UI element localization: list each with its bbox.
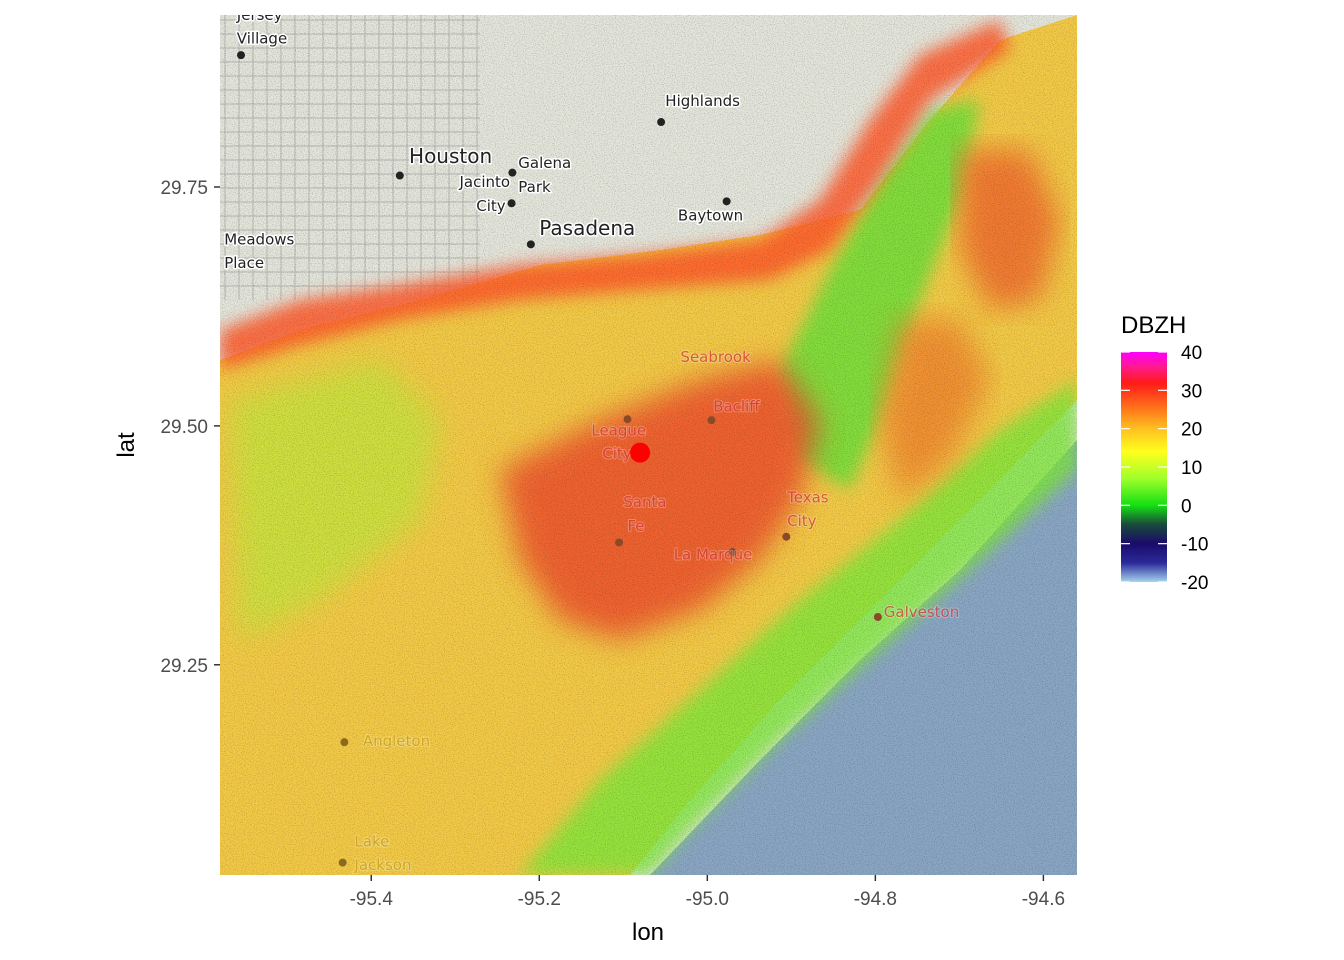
radar-site-marker (630, 442, 651, 463)
place-dot (338, 858, 347, 867)
place-dot (722, 197, 731, 206)
legend-tick-label: 20 (1181, 420, 1202, 441)
place-label: Jersey (236, 6, 283, 24)
legend-tick-label: 30 (1181, 381, 1202, 402)
place-dot (395, 171, 404, 180)
place-dot (526, 240, 535, 249)
place-label: Santa (623, 493, 666, 511)
legend-tick-label: 10 (1181, 458, 1202, 479)
y-axis: 29.25 29.50 29.75 (160, 178, 220, 677)
map-place-labels: Jersey Village Highlands Houston Galena Park J… (212, 6, 961, 875)
map-panel: Jersey Village Highlands Houston Galena Park J… (212, 6, 1077, 875)
legend-tick-label: 0 (1181, 496, 1192, 517)
legend-ticks: 40 30 20 10 0 -10 -20 (1121, 343, 1208, 594)
place-label: Park (518, 178, 551, 196)
x-tick-label: -95.2 (518, 889, 561, 910)
place-dot (707, 416, 716, 425)
place-dot (873, 613, 882, 621)
place-label: Galena (518, 154, 571, 172)
place-label: La Marque (674, 546, 753, 564)
x-axis-title: lon (632, 919, 664, 946)
place-label: City (787, 512, 817, 530)
place-dot (782, 532, 791, 541)
place-dot (212, 279, 220, 287)
place-label: Place (224, 254, 264, 272)
place-label: Bacliff (713, 398, 760, 416)
place-dot (615, 538, 624, 547)
place-label: Pasadena (539, 216, 635, 240)
place-label: Fe (627, 517, 644, 535)
place-label: Lake (354, 832, 389, 850)
place-label: Galveston (884, 603, 959, 621)
place-label: Village (237, 30, 287, 48)
place-dot (237, 51, 246, 60)
y-tick-label: 29.25 (160, 656, 208, 677)
place-label: Meadows (224, 230, 294, 248)
place-label: League (591, 421, 646, 439)
x-tick-label: -95.0 (686, 889, 729, 910)
place-label: Jacinto (458, 173, 510, 191)
y-tick-label: 29.75 (160, 178, 208, 199)
radar-reflectivity-layer (220, 15, 1077, 875)
place-dot (340, 738, 349, 747)
place-dot (728, 548, 737, 557)
place-label: City (602, 444, 632, 462)
place-dot (623, 415, 632, 424)
place-label: Seabrook (680, 348, 751, 366)
x-tick-label: -94.8 (854, 889, 897, 910)
legend-tick-label: -20 (1181, 573, 1208, 594)
legend-title: DBZH (1121, 312, 1186, 339)
place-label: City (476, 197, 506, 215)
y-tick-label: 29.50 (160, 417, 208, 438)
legend-tick-label: 40 (1181, 343, 1202, 364)
x-tick-label: -94.6 (1022, 889, 1065, 910)
place-label: Houston (409, 144, 492, 168)
place-label: Baytown (678, 206, 743, 224)
place-label: Highlands (665, 92, 740, 110)
color-legend: DBZH 40 30 20 10 0 -10 -20 (1121, 312, 1208, 594)
x-tick-label: -95.4 (350, 889, 394, 910)
place-label: Jackson (353, 856, 411, 874)
place-dot (657, 118, 666, 127)
place-label: Texas (786, 488, 829, 506)
place-dot (508, 168, 517, 177)
x-axis: -95.4 -95.2 -95.0 -94.8 -94.6 (350, 875, 1065, 910)
place-label: Angleton (363, 732, 430, 750)
place-dot (507, 199, 516, 208)
legend-tick-label: -10 (1181, 535, 1208, 556)
y-axis-title: lat (113, 432, 140, 458)
reflectivity-speckle (220, 15, 1077, 875)
